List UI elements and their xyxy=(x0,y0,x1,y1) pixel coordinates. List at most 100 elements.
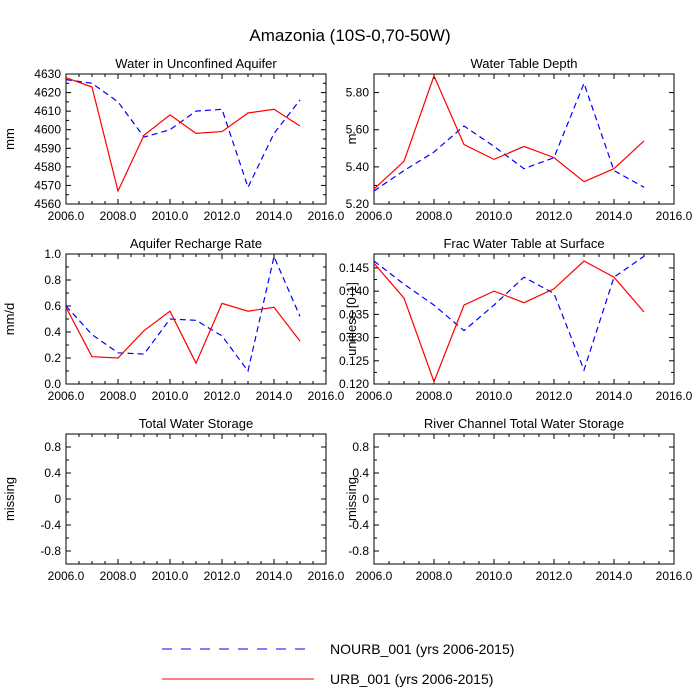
plot-frame xyxy=(373,253,675,385)
x-tick-label: 2012.0 xyxy=(204,389,241,403)
series-line-urb-001 xyxy=(65,77,301,193)
y-tick-label: -0.8 xyxy=(40,544,61,558)
chart-panels: Water in Unconfined Aquifer mm 2006.0 2008.… xyxy=(2,56,693,583)
legend-label-urb: URB_001 (yrs 2006-2015) xyxy=(330,671,493,687)
y-tick-label: 1.0 xyxy=(44,247,61,261)
x-tick-label: 2012.0 xyxy=(536,389,573,403)
y-tick-label: 0.2 xyxy=(44,351,61,365)
y-tick-label: 0.120 xyxy=(339,377,369,391)
y-tick-label: -0.4 xyxy=(348,518,369,532)
chart-panel-3: Aquifer Recharge Rate mm/d 2006.0 2008.0 201… xyxy=(2,236,345,403)
y-tick-label: -0.4 xyxy=(40,518,61,532)
x-tick-label: 2008.0 xyxy=(416,389,453,403)
x-tick-label: 2010.0 xyxy=(476,569,513,583)
legend-label-nourb: NOURB_001 (yrs 2006-2015) xyxy=(330,641,514,657)
series-line-nourb-001 xyxy=(373,255,645,372)
y-axis-label: m xyxy=(344,134,359,145)
chart-panel-5: Total Water Storage missing 2006.0 2008.0 20… xyxy=(2,416,345,583)
chart-panel-4: Frac Water Table at Surface unitless [0-1… xyxy=(339,236,693,403)
x-tick-label: 2014.0 xyxy=(256,569,293,583)
panel-title: Water in Unconfined Aquifer xyxy=(115,56,277,71)
y-tick-label: 4580 xyxy=(34,160,61,174)
y-tick-label: 4600 xyxy=(34,123,61,137)
series-line-nourb-001 xyxy=(65,254,301,373)
legend: NOURB_001 (yrs 2006-2015) URB_001 (yrs 2… xyxy=(162,641,514,687)
y-axis-label: mm/d xyxy=(2,303,17,336)
series-line-nourb-001 xyxy=(65,79,301,189)
y-tick-label: 0.8 xyxy=(44,440,61,454)
x-tick-label: 2010.0 xyxy=(476,389,513,403)
series-line-urb-001 xyxy=(373,260,645,384)
x-tick-label: 2012.0 xyxy=(204,569,241,583)
y-tick-label: 4560 xyxy=(34,197,61,211)
y-tick-label: 4620 xyxy=(34,86,61,100)
chart-panel-1: Water in Unconfined Aquifer mm 2006.0 2008.… xyxy=(2,56,345,223)
y-tick-label: 4630 xyxy=(34,67,61,81)
y-tick-label: 0.140 xyxy=(339,284,369,298)
x-tick-label: 2016.0 xyxy=(656,209,693,223)
panel-title: Frac Water Table at Surface xyxy=(443,236,604,251)
y-tick-label: -0.8 xyxy=(348,544,369,558)
y-tick-label: 5.40 xyxy=(346,160,370,174)
x-tick-label: 2006.0 xyxy=(48,209,85,223)
x-tick-label: 2016.0 xyxy=(308,389,345,403)
y-tick-label: 5.80 xyxy=(346,86,370,100)
series-line-nourb-001 xyxy=(373,81,645,192)
x-tick-label: 2012.0 xyxy=(536,569,573,583)
y-tick-label: 5.20 xyxy=(346,197,370,211)
series-line-urb-001 xyxy=(373,74,645,190)
x-tick-label: 2006.0 xyxy=(48,389,85,403)
y-tick-label: 4590 xyxy=(34,141,61,155)
x-tick-label: 2006.0 xyxy=(48,569,85,583)
y-tick-label: 4570 xyxy=(34,178,61,192)
y-tick-label: 0.0 xyxy=(44,377,61,391)
x-tick-label: 2008.0 xyxy=(100,569,137,583)
series-line-urb-001 xyxy=(65,302,301,365)
y-tick-label: 5.60 xyxy=(346,123,370,137)
plot-frame xyxy=(373,73,675,205)
y-axis-label: unitless [0-1] xyxy=(344,282,359,356)
x-tick-label: 2010.0 xyxy=(476,209,513,223)
y-tick-label: 0.4 xyxy=(352,466,369,480)
chart-panel-6: River Channel Total Water Storage missing… xyxy=(344,416,693,583)
y-tick-label: 0.145 xyxy=(339,261,369,275)
x-tick-label: 2016.0 xyxy=(656,389,693,403)
y-axis-label: missing xyxy=(344,477,359,521)
y-tick-label: 0.135 xyxy=(339,307,369,321)
x-tick-label: 2014.0 xyxy=(256,389,293,403)
y-tick-label: 4610 xyxy=(34,104,61,118)
y-tick-label: 0.4 xyxy=(44,325,61,339)
x-tick-label: 2016.0 xyxy=(656,569,693,583)
x-tick-label: 2012.0 xyxy=(536,209,573,223)
x-tick-label: 2008.0 xyxy=(416,569,453,583)
y-tick-label: 0.130 xyxy=(339,331,369,345)
y-tick-label: 0.125 xyxy=(339,354,369,368)
y-tick-label: 0 xyxy=(54,492,61,506)
x-tick-label: 2014.0 xyxy=(596,389,633,403)
chart-panel-2: Water Table Depth m 2006.0 2008.0 2010.0 2012… xyxy=(344,56,693,223)
x-tick-label: 2014.0 xyxy=(256,209,293,223)
x-tick-label: 2012.0 xyxy=(204,209,241,223)
x-tick-label: 2016.0 xyxy=(308,569,345,583)
x-tick-label: 2016.0 xyxy=(308,209,345,223)
x-tick-label: 2006.0 xyxy=(356,569,393,583)
x-tick-label: 2014.0 xyxy=(596,209,633,223)
x-tick-label: 2010.0 xyxy=(152,389,189,403)
y-axis-label: missing xyxy=(2,477,17,521)
x-tick-label: 2008.0 xyxy=(100,209,137,223)
x-tick-label: 2006.0 xyxy=(356,389,393,403)
plot-frame xyxy=(373,433,675,565)
y-tick-label: 0 xyxy=(362,492,369,506)
panel-title: Water Table Depth xyxy=(471,56,578,71)
panel-title: River Channel Total Water Storage xyxy=(424,416,624,431)
y-tick-label: 0.6 xyxy=(44,299,61,313)
y-tick-label: 0.8 xyxy=(352,440,369,454)
y-tick-label: 0.8 xyxy=(44,273,61,287)
panel-title: Aquifer Recharge Rate xyxy=(130,236,262,251)
x-tick-label: 2010.0 xyxy=(152,209,189,223)
x-tick-label: 2010.0 xyxy=(152,569,189,583)
x-tick-label: 2008.0 xyxy=(416,209,453,223)
figure-title: Amazonia (10S-0,70-50W) xyxy=(249,26,450,45)
y-axis-label: mm xyxy=(2,128,17,150)
